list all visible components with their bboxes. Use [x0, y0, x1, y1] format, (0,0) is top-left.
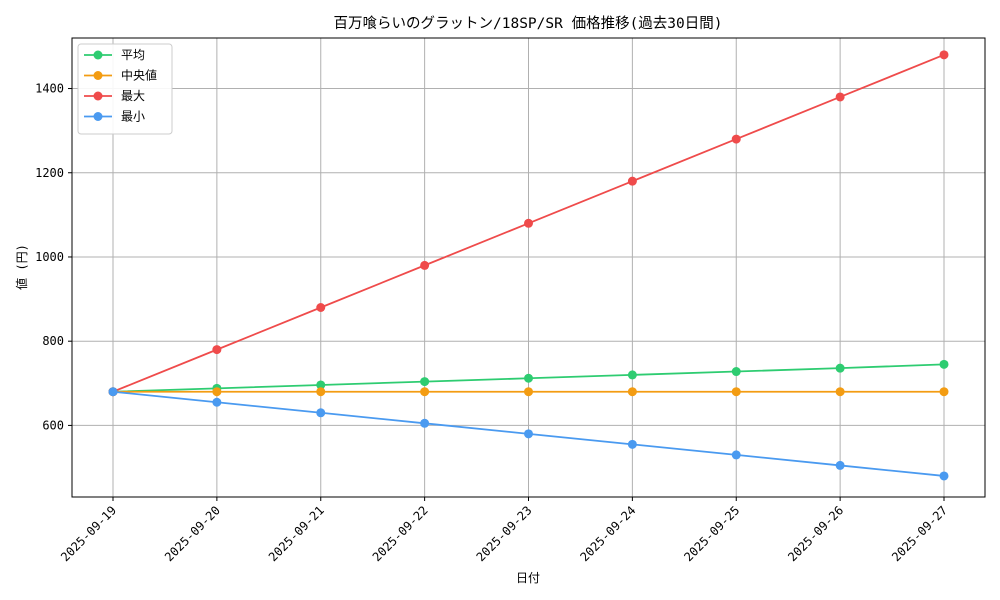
- chart-title: 百万喰らいのグラットン/18SP/SR 価格推移(過去30日間): [334, 15, 723, 32]
- series-point-0: [420, 377, 430, 387]
- series-point-3: [731, 450, 741, 460]
- series-point-1: [731, 387, 741, 397]
- series-point-3: [835, 460, 845, 470]
- series-point-2: [731, 134, 741, 144]
- series-point-2: [939, 50, 949, 60]
- y-tick-label: 600: [42, 418, 64, 432]
- series-point-1: [835, 387, 845, 397]
- legend-swatch-marker: [93, 91, 103, 101]
- legend-box: [77, 43, 173, 135]
- series-point-3: [316, 408, 326, 418]
- series-point-0: [939, 359, 949, 369]
- series-point-2: [420, 260, 430, 270]
- series-point-3: [939, 471, 949, 481]
- y-tick-label: 1000: [35, 250, 64, 264]
- series-layer: [108, 50, 949, 481]
- series-point-0: [316, 380, 326, 390]
- y-tick-label: 800: [42, 334, 64, 348]
- series-point-0: [731, 367, 741, 377]
- legend-label: 平均: [121, 48, 145, 62]
- legend-swatch-marker: [93, 112, 103, 121]
- series-point-3: [108, 387, 118, 397]
- series-point-3: [627, 439, 637, 449]
- series-point-3: [212, 397, 222, 407]
- series-point-2: [212, 345, 222, 355]
- grid-layer: [72, 38, 985, 497]
- y-axis-label: 値 (円): [14, 244, 29, 290]
- y-tick-label: 1400: [35, 82, 64, 96]
- series-point-2: [524, 218, 533, 228]
- series-point-1: [524, 387, 533, 397]
- series-point-2: [316, 303, 326, 313]
- series-point-3: [420, 418, 430, 428]
- x-axis-label: 日付: [516, 571, 540, 585]
- legend-label: 中央値: [121, 68, 157, 83]
- series-point-2: [627, 176, 637, 186]
- series-point-0: [524, 373, 533, 383]
- series-point-0: [627, 370, 637, 380]
- series-point-1: [212, 387, 222, 397]
- legend-label: 最大: [121, 89, 145, 103]
- series-point-1: [316, 387, 326, 397]
- series-point-1: [627, 387, 637, 397]
- series-point-2: [835, 92, 845, 102]
- legend-swatch-marker: [93, 71, 103, 80]
- series-point-1: [420, 387, 430, 397]
- legend-label: 最小: [121, 110, 145, 124]
- series-point-1: [939, 387, 949, 397]
- legend-swatch-marker: [93, 50, 103, 60]
- y-tick-label: 1200: [35, 166, 64, 180]
- series-point-3: [524, 429, 533, 439]
- series-point-0: [835, 363, 845, 373]
